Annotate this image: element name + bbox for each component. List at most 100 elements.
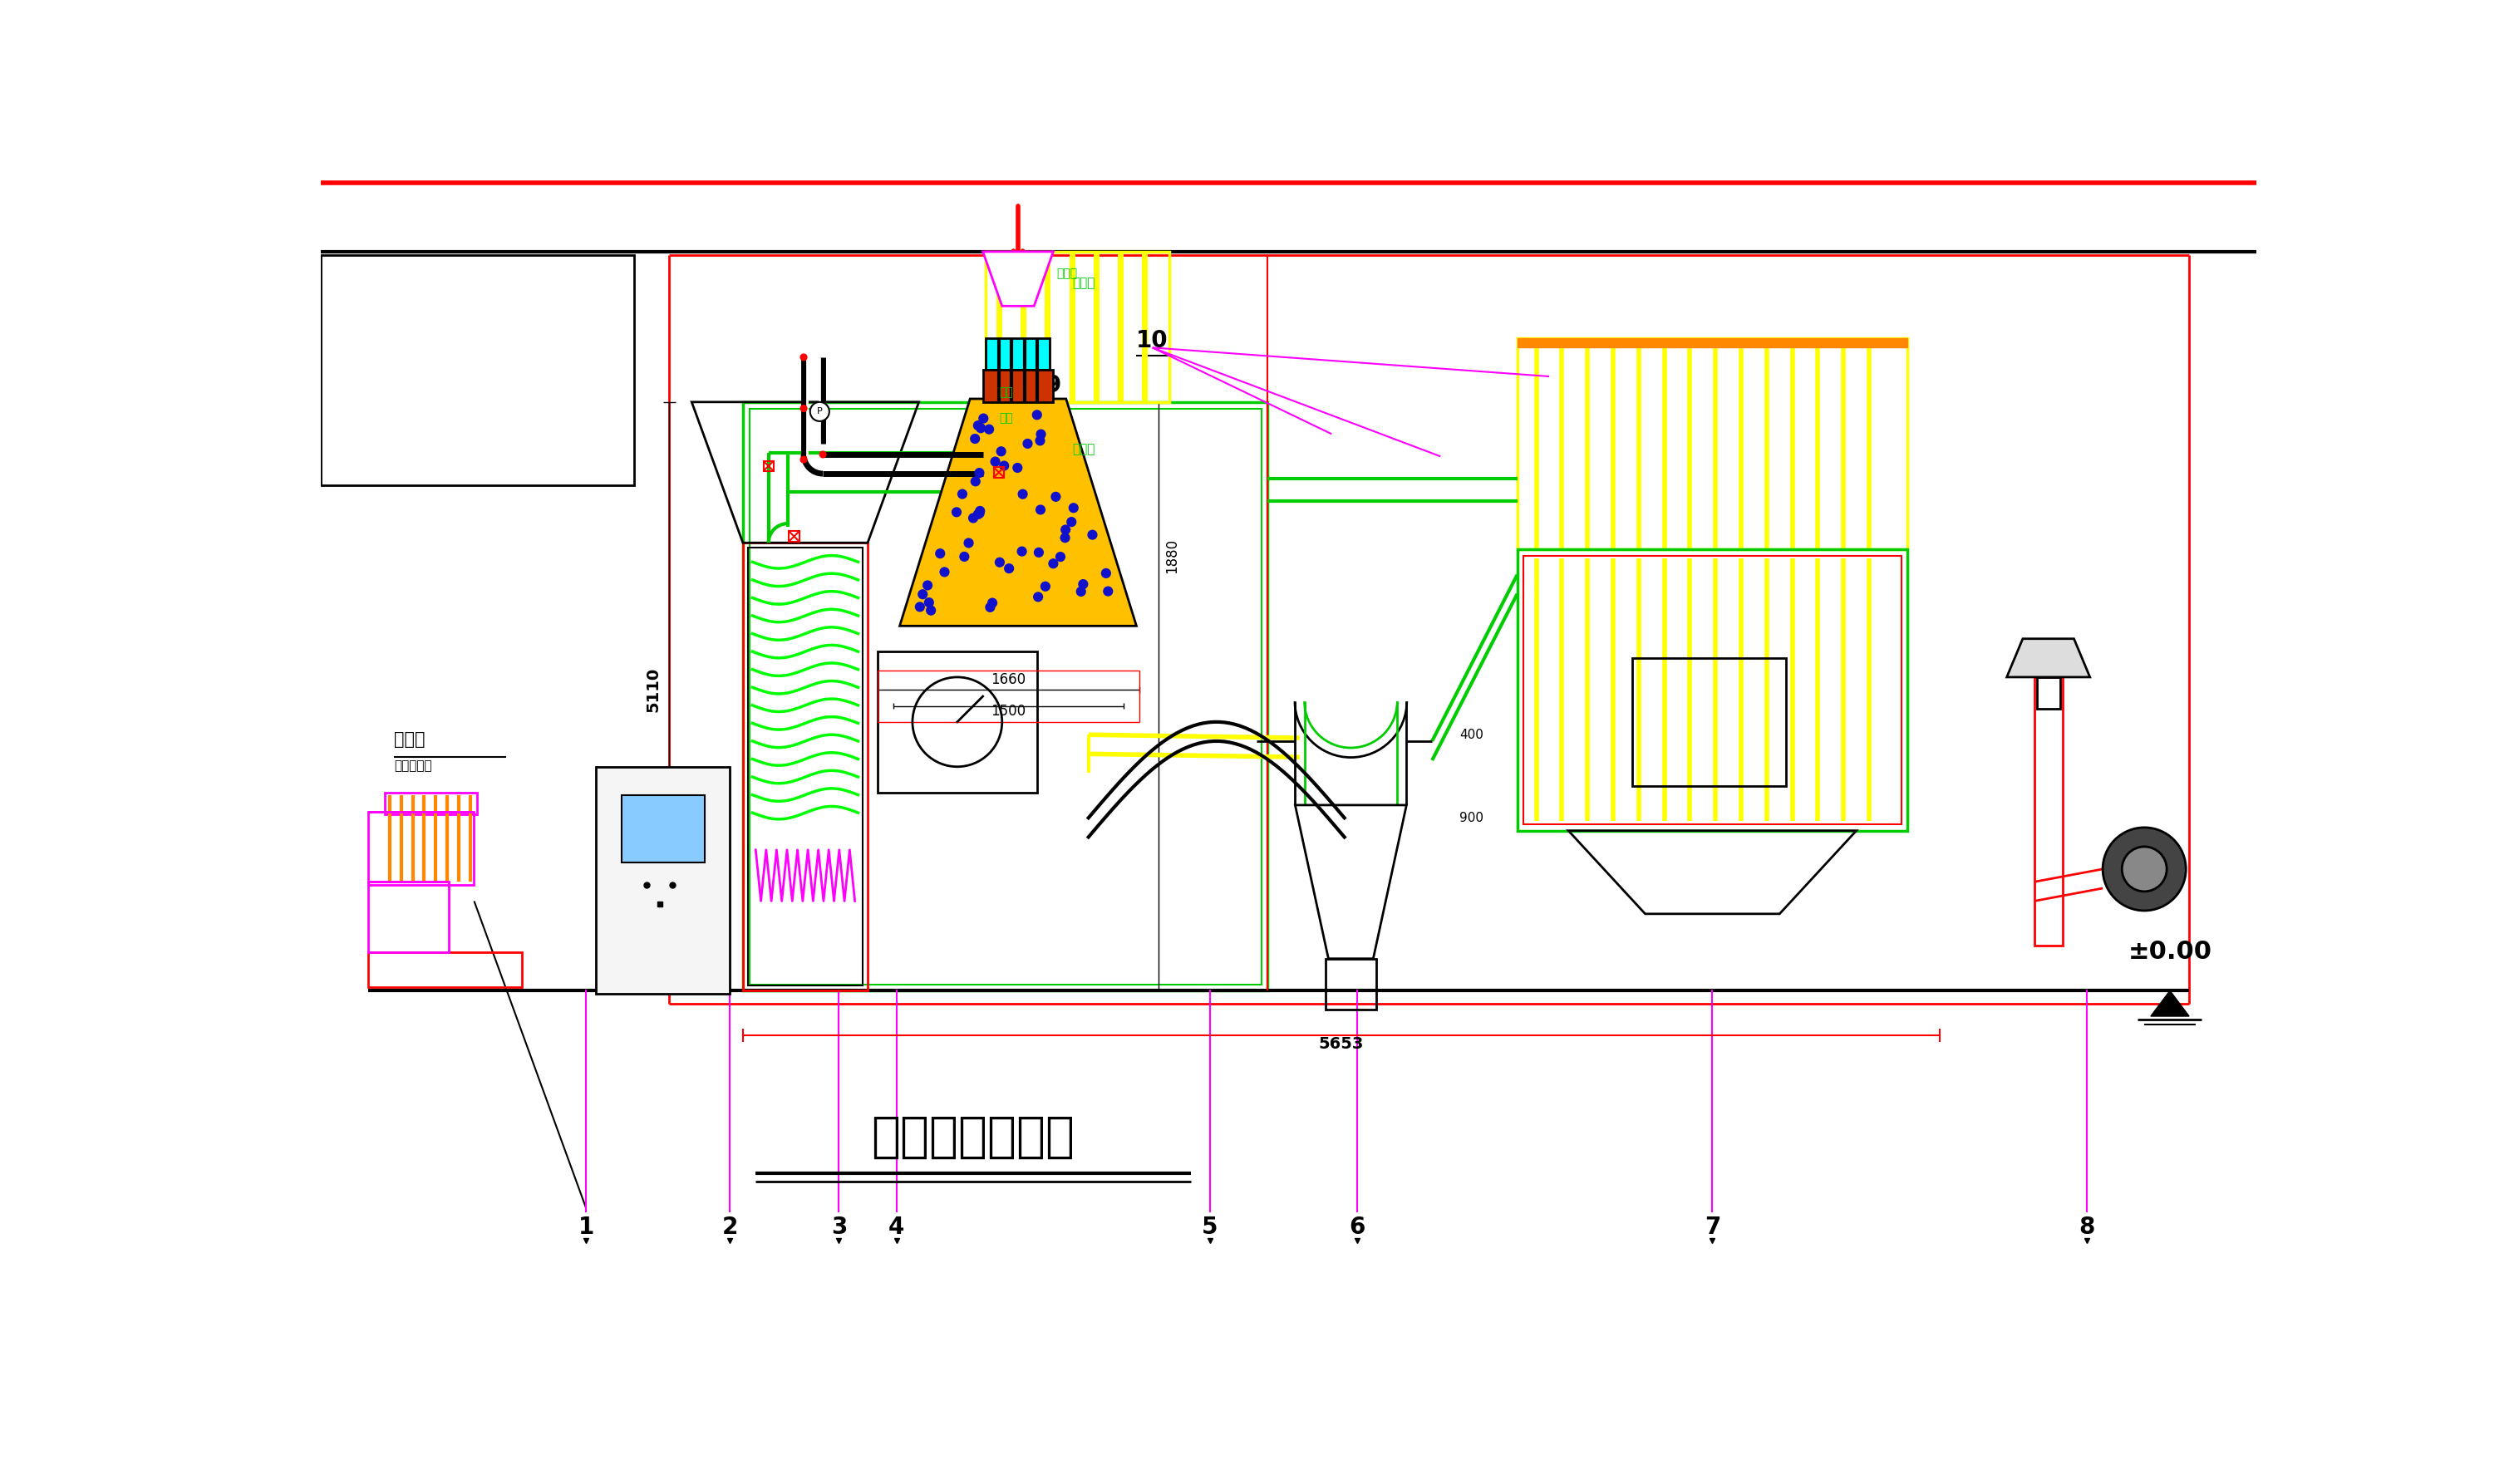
Bar bbox=[370, 953, 523, 987]
Circle shape bbox=[820, 451, 827, 457]
Circle shape bbox=[1076, 588, 1086, 597]
Circle shape bbox=[985, 603, 996, 611]
Circle shape bbox=[975, 506, 985, 515]
Circle shape bbox=[975, 469, 983, 478]
Text: P: P bbox=[817, 408, 822, 416]
Circle shape bbox=[1018, 548, 1026, 556]
Circle shape bbox=[1048, 559, 1058, 568]
Polygon shape bbox=[2006, 638, 2089, 677]
Circle shape bbox=[975, 423, 985, 432]
Text: 冷风: 冷风 bbox=[998, 386, 1013, 398]
Circle shape bbox=[918, 589, 928, 598]
Circle shape bbox=[1001, 462, 1008, 470]
Text: 3: 3 bbox=[830, 1215, 847, 1239]
Circle shape bbox=[799, 355, 807, 361]
Circle shape bbox=[988, 598, 998, 607]
Bar bbox=[993, 467, 1003, 478]
Text: 分散器: 分散器 bbox=[1073, 444, 1096, 456]
Circle shape bbox=[1033, 548, 1043, 556]
Circle shape bbox=[935, 549, 945, 558]
Circle shape bbox=[940, 567, 948, 576]
Circle shape bbox=[2102, 828, 2187, 911]
Text: 1500: 1500 bbox=[991, 703, 1026, 718]
Bar bbox=[764, 462, 774, 470]
Circle shape bbox=[1033, 411, 1041, 420]
Bar bbox=[1325, 959, 1378, 1009]
Bar bbox=[322, 255, 634, 485]
Circle shape bbox=[970, 435, 980, 444]
Text: ±0.00: ±0.00 bbox=[2127, 939, 2212, 963]
Bar bbox=[370, 812, 475, 884]
Text: 2: 2 bbox=[722, 1215, 739, 1239]
Circle shape bbox=[978, 414, 988, 423]
Circle shape bbox=[1023, 439, 1033, 448]
Circle shape bbox=[991, 457, 1001, 466]
Text: 给料器: 给料器 bbox=[1056, 269, 1079, 280]
Circle shape bbox=[810, 402, 830, 421]
Circle shape bbox=[1033, 592, 1043, 601]
Circle shape bbox=[1061, 525, 1071, 534]
Circle shape bbox=[2122, 847, 2167, 892]
Circle shape bbox=[799, 457, 807, 463]
Circle shape bbox=[1056, 552, 1066, 561]
Circle shape bbox=[915, 603, 925, 611]
Circle shape bbox=[1006, 564, 1013, 573]
Circle shape bbox=[1036, 436, 1043, 445]
Text: 6: 6 bbox=[1350, 1215, 1365, 1239]
Circle shape bbox=[1089, 530, 1096, 539]
Bar bbox=[1518, 338, 1908, 347]
Text: 5110: 5110 bbox=[646, 668, 661, 712]
Circle shape bbox=[973, 510, 983, 519]
Circle shape bbox=[1061, 533, 1068, 542]
Circle shape bbox=[1051, 493, 1061, 502]
Circle shape bbox=[1101, 568, 1111, 577]
Circle shape bbox=[968, 513, 978, 522]
Bar bbox=[370, 881, 447, 953]
Circle shape bbox=[965, 539, 973, 548]
Bar bbox=[621, 795, 704, 862]
Circle shape bbox=[996, 558, 1003, 567]
Circle shape bbox=[996, 447, 1006, 456]
Bar bbox=[983, 370, 1053, 402]
Circle shape bbox=[1104, 586, 1114, 595]
Circle shape bbox=[1036, 430, 1046, 439]
Text: 9: 9 bbox=[1046, 374, 1061, 398]
Bar bbox=[1518, 549, 1908, 831]
Bar bbox=[1523, 555, 1901, 824]
Circle shape bbox=[970, 476, 980, 485]
Text: 1660: 1660 bbox=[991, 672, 1026, 687]
Polygon shape bbox=[900, 399, 1136, 626]
Circle shape bbox=[1041, 582, 1051, 591]
Bar bbox=[1632, 657, 1785, 787]
Bar bbox=[2034, 677, 2061, 945]
Bar bbox=[744, 543, 867, 991]
Circle shape bbox=[960, 552, 968, 561]
Text: 1: 1 bbox=[578, 1215, 593, 1239]
Circle shape bbox=[925, 598, 933, 607]
Bar bbox=[744, 402, 1267, 991]
Bar bbox=[789, 531, 799, 542]
Text: 给料器: 给料器 bbox=[1073, 278, 1096, 289]
Circle shape bbox=[958, 490, 968, 499]
Text: 5: 5 bbox=[1202, 1215, 1219, 1239]
Circle shape bbox=[1068, 503, 1079, 512]
Circle shape bbox=[975, 509, 983, 518]
Polygon shape bbox=[2152, 991, 2190, 1017]
Circle shape bbox=[1079, 580, 1089, 589]
Text: 5653: 5653 bbox=[1320, 1036, 1363, 1052]
Text: 4: 4 bbox=[887, 1215, 905, 1239]
Circle shape bbox=[1013, 463, 1023, 472]
Text: 7: 7 bbox=[1704, 1215, 1720, 1239]
Text: 1880: 1880 bbox=[1164, 539, 1179, 573]
Circle shape bbox=[1018, 490, 1028, 499]
Bar bbox=[749, 408, 1262, 984]
Circle shape bbox=[1066, 518, 1076, 527]
Text: 900: 900 bbox=[1461, 812, 1483, 824]
Text: 8: 8 bbox=[2079, 1215, 2094, 1239]
Circle shape bbox=[799, 405, 807, 411]
Polygon shape bbox=[983, 252, 1053, 306]
Text: 观察清洗用: 观察清洗用 bbox=[395, 760, 432, 772]
Bar bbox=[985, 338, 1051, 370]
Text: 三步発: 三步発 bbox=[395, 732, 425, 748]
Circle shape bbox=[923, 580, 933, 589]
